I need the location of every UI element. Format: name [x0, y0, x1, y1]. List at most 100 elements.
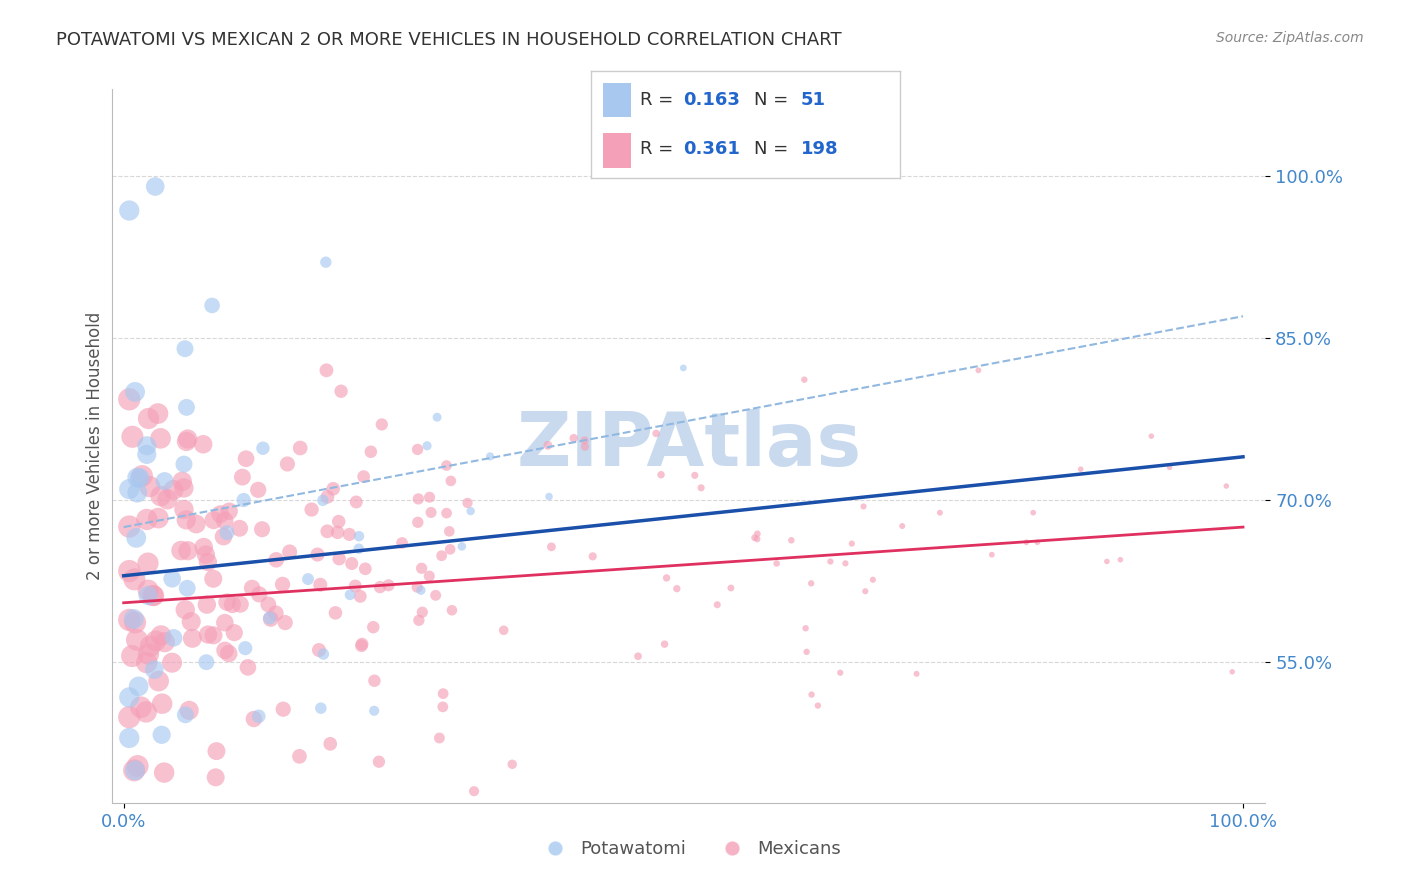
Y-axis label: 2 or more Vehicles in Household: 2 or more Vehicles in Household: [86, 312, 104, 580]
Point: [247, 587, 270, 601]
Point: [214, 643, 236, 657]
Point: [173, 481, 195, 495]
Point: [231, 470, 253, 484]
Point: [683, 468, 706, 483]
Point: [794, 621, 817, 635]
Point: [308, 643, 330, 657]
Point: [135, 512, 157, 526]
Point: [209, 507, 232, 521]
Point: [344, 579, 367, 593]
Point: [363, 704, 385, 718]
Point: [271, 702, 294, 716]
Point: [315, 363, 337, 377]
Point: [820, 554, 842, 568]
Point: [259, 611, 281, 625]
Point: [537, 490, 560, 504]
Point: [665, 582, 688, 596]
Point: [243, 712, 266, 726]
Point: [720, 581, 742, 595]
Point: [309, 578, 332, 592]
Point: [174, 707, 197, 722]
Point: [406, 442, 429, 457]
Point: [160, 656, 183, 670]
Point: [127, 759, 149, 773]
Point: [202, 572, 225, 586]
Point: [353, 469, 375, 483]
Point: [432, 687, 454, 701]
Point: [257, 598, 280, 612]
Point: [862, 573, 884, 587]
Point: [891, 519, 914, 533]
Point: [135, 656, 157, 670]
Point: [439, 524, 461, 539]
Point: [501, 757, 523, 772]
Point: [278, 545, 301, 559]
Point: [582, 549, 605, 564]
Point: [830, 665, 852, 680]
Point: [429, 731, 451, 745]
Point: [142, 589, 165, 603]
Point: [127, 485, 149, 500]
Point: [328, 551, 350, 566]
Point: [148, 511, 170, 525]
Point: [406, 580, 429, 594]
Point: [174, 603, 197, 617]
Point: [150, 628, 173, 642]
Point: [124, 764, 146, 778]
Text: 0.361: 0.361: [683, 141, 740, 159]
Point: [127, 470, 149, 484]
Point: [122, 764, 145, 778]
Point: [440, 474, 463, 488]
Point: [118, 564, 141, 578]
Point: [193, 437, 215, 451]
Point: [247, 709, 270, 723]
Point: [162, 631, 184, 645]
Point: [229, 597, 252, 611]
Point: [153, 635, 176, 649]
Point: [339, 588, 361, 602]
Point: [322, 482, 344, 496]
Point: [160, 572, 183, 586]
Point: [340, 557, 363, 571]
Point: [574, 440, 596, 454]
Point: [217, 595, 239, 609]
Point: [745, 532, 768, 546]
Text: 51: 51: [801, 91, 825, 109]
Point: [214, 615, 236, 630]
Point: [143, 663, 166, 677]
Point: [148, 674, 170, 689]
Point: [765, 557, 787, 571]
Point: [361, 620, 384, 634]
Point: [440, 603, 463, 617]
Point: [172, 475, 194, 489]
Point: [409, 583, 432, 598]
Point: [202, 628, 225, 642]
Text: ZIPAtlas: ZIPAtlas: [516, 409, 862, 483]
Point: [436, 458, 458, 473]
Point: [347, 529, 370, 543]
Point: [800, 688, 823, 702]
Point: [181, 632, 204, 646]
Point: [463, 784, 485, 798]
Point: [218, 647, 240, 661]
Point: [118, 731, 141, 745]
Point: [118, 613, 141, 627]
Point: [780, 533, 803, 548]
Point: [195, 655, 218, 669]
Point: [176, 432, 198, 446]
Point: [274, 615, 297, 630]
Point: [347, 541, 370, 556]
Point: [411, 561, 433, 575]
Point: [128, 471, 150, 485]
Point: [1215, 479, 1237, 493]
Point: [264, 553, 287, 567]
Point: [562, 431, 585, 445]
Point: [793, 373, 815, 387]
Legend: Potawatomi, Mexicans: Potawatomi, Mexicans: [530, 833, 848, 865]
Point: [436, 506, 458, 520]
Point: [319, 737, 342, 751]
Point: [349, 590, 371, 604]
Point: [194, 548, 217, 562]
Point: [118, 392, 141, 407]
Point: [197, 627, 219, 641]
